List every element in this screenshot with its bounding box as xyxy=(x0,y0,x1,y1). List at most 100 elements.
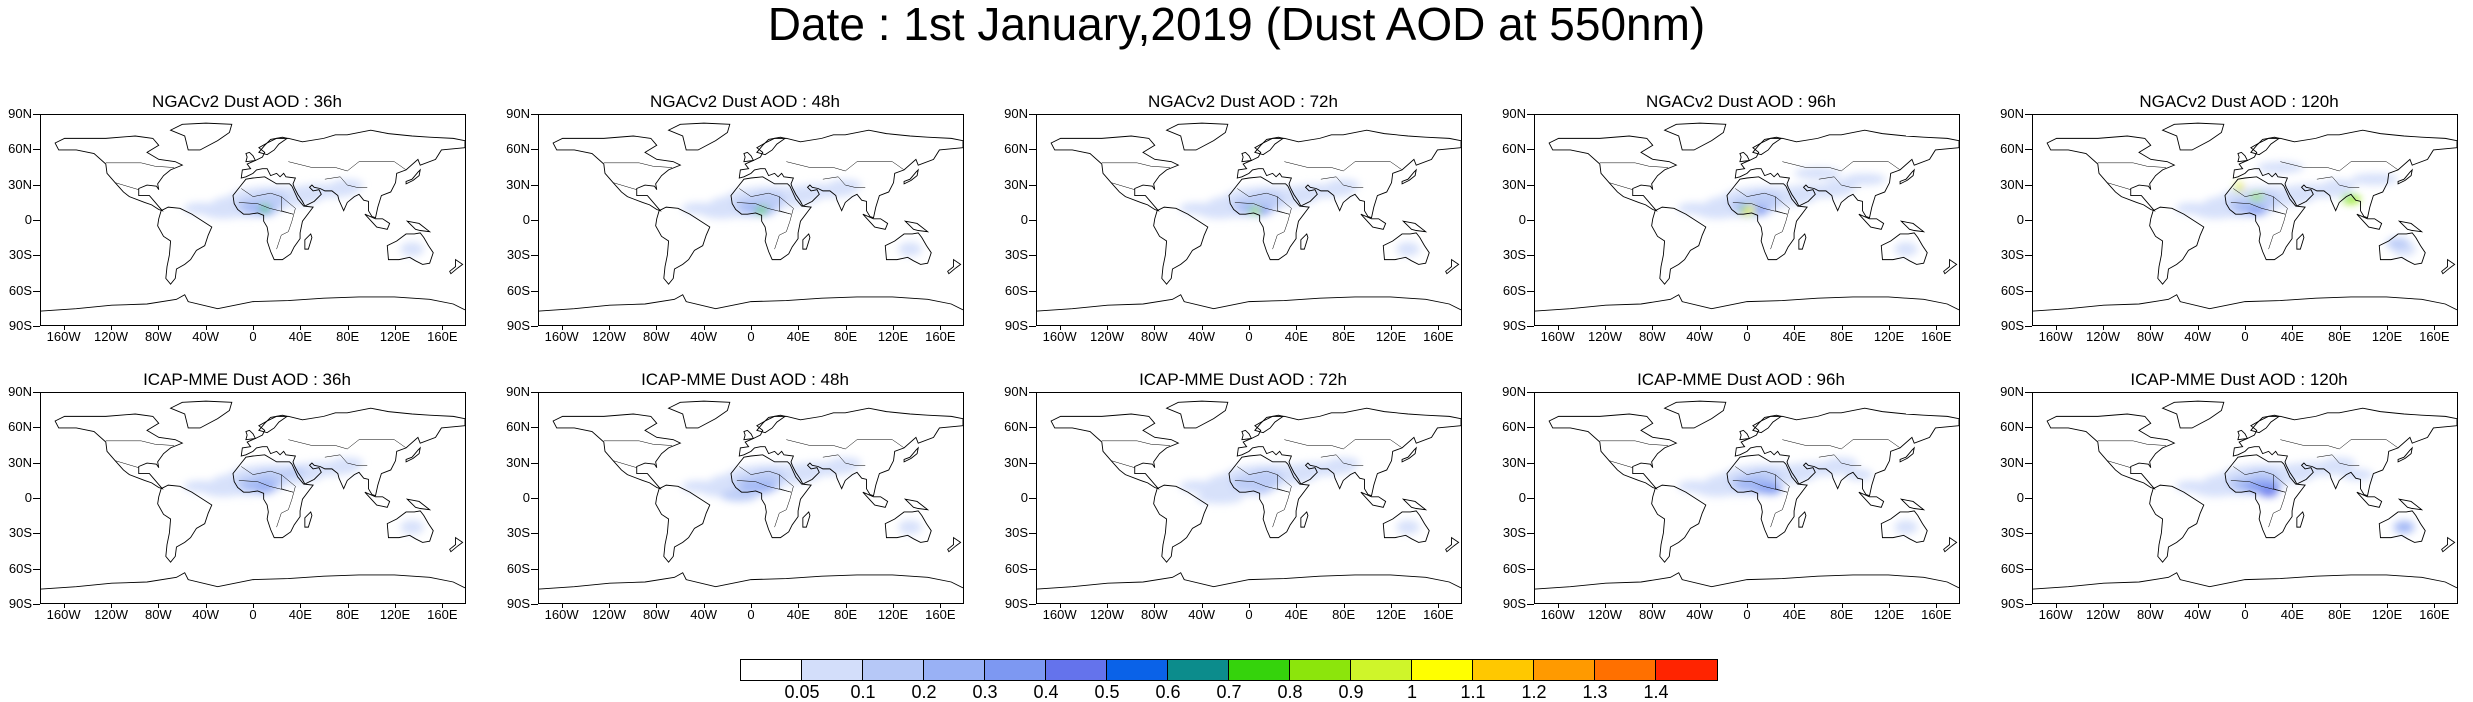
lat-tick xyxy=(1527,604,1534,605)
lat-tick xyxy=(2025,326,2032,327)
lat-tick-label: 30N xyxy=(1004,176,1028,192)
lat-tick xyxy=(1527,462,1534,464)
lon-tick-label: 120E xyxy=(1375,329,1407,344)
panel-title: NGACv2 Dust AOD : 72h xyxy=(1148,92,1338,111)
lon-tick-label: 160E xyxy=(1921,329,1952,344)
lon-tick xyxy=(1154,326,1156,330)
map-frame xyxy=(2032,114,2458,326)
colorbar-swatch xyxy=(1046,660,1107,680)
lon-tick-label: 120W xyxy=(2086,329,2120,344)
lon-tick-label: 0 xyxy=(2241,607,2249,622)
lon-tick xyxy=(1699,604,1701,608)
lon-tick xyxy=(2434,604,2436,608)
lon-tick xyxy=(656,326,658,330)
lon-tick-label: 120E xyxy=(2371,329,2403,344)
lon-tick xyxy=(1059,326,1061,330)
lon-tick xyxy=(1747,326,1748,330)
colorbar-label: 0.8 xyxy=(1277,682,1303,702)
lat-tick-label: 60S xyxy=(2000,282,2024,298)
map-panel: ICAP-MME Dust AOD : 96h 90N 60N 30N 0 30S 60S 9… xyxy=(1494,370,1988,628)
lon-tick xyxy=(845,604,847,608)
lon-tick xyxy=(1747,604,1748,608)
lat-tick xyxy=(1527,290,1534,292)
lon-tick-label: 120W xyxy=(1090,607,1124,622)
lat-tick-label: 60N xyxy=(506,141,530,157)
lat-tick xyxy=(33,255,40,257)
map-frame xyxy=(40,114,466,326)
lat-tick xyxy=(33,114,40,115)
colorbar-label: 0.05 xyxy=(784,682,820,702)
colorbar-label: 0.7 xyxy=(1216,682,1242,702)
lat-tick-label: 30N xyxy=(506,454,530,470)
lon-tick-label: 120E xyxy=(2371,607,2403,622)
lon-tick-label: 80W xyxy=(144,329,172,344)
lon-tick xyxy=(1249,604,1250,608)
lat-tick xyxy=(33,220,40,221)
colorbar-swatch xyxy=(1656,660,1717,680)
colorbar-swatch xyxy=(924,660,985,680)
lat-tick-label: 90S xyxy=(506,596,530,611)
lat-tick-label: 30N xyxy=(1004,454,1028,470)
lat-tick-label: 90N xyxy=(2000,106,2024,121)
lon-tick xyxy=(63,326,65,330)
lon-tick-label: 120E xyxy=(379,329,411,344)
lat-tick-label: 0 xyxy=(2016,212,2024,227)
lat-tick-label: 90N xyxy=(8,384,32,399)
lat-tick xyxy=(1029,184,1036,186)
lat-tick xyxy=(1029,533,1036,535)
lat-tick-label: 0 xyxy=(522,212,530,227)
lon-tick xyxy=(1605,326,1606,330)
lat-tick-label: 0 xyxy=(24,490,32,505)
lat-tick-label: 60N xyxy=(2000,419,2024,435)
lat-tick xyxy=(1527,184,1534,186)
lon-tick-label: 160W xyxy=(46,607,81,622)
lon-tick xyxy=(1936,326,1938,330)
lat-tick-label: 60S xyxy=(1502,560,1526,576)
lat-tick-label: 0 xyxy=(1020,490,1028,505)
lon-tick-label: 40W xyxy=(690,607,718,622)
lat-tick xyxy=(531,498,538,499)
lat-tick xyxy=(33,427,40,429)
lon-tick-label: 40W xyxy=(192,329,220,344)
lon-tick-label: 80E xyxy=(1830,607,1854,622)
lon-tick xyxy=(1296,326,1298,330)
lat-tick xyxy=(33,533,40,535)
lon-tick xyxy=(2150,326,2152,330)
lon-tick xyxy=(1889,326,1890,330)
lat-tick xyxy=(1527,568,1534,570)
lon-tick-label: 0 xyxy=(249,607,257,622)
lat-tick xyxy=(33,568,40,570)
lon-tick xyxy=(893,604,894,608)
lat-tick-label: 90N xyxy=(506,106,530,121)
lat-tick xyxy=(33,184,40,186)
lat-tick xyxy=(1527,255,1534,257)
lat-tick-label: 60N xyxy=(1502,141,1526,157)
lon-tick xyxy=(940,604,942,608)
lon-tick-label: 80E xyxy=(2328,607,2352,622)
panel-title: ICAP-MME Dust AOD : 36h xyxy=(143,370,351,389)
lon-tick-label: 80W xyxy=(642,329,670,344)
lon-tick xyxy=(751,326,752,330)
lon-tick-label: 160W xyxy=(544,607,579,622)
lat-tick xyxy=(2025,149,2032,151)
lon-tick xyxy=(703,326,705,330)
lon-tick-label: 80W xyxy=(1140,607,1168,622)
panel-title: NGACv2 Dust AOD : 96h xyxy=(1646,92,1836,111)
lat-tick-label: 30S xyxy=(1502,525,1526,541)
lon-tick xyxy=(347,326,349,330)
lon-tick xyxy=(561,604,563,608)
lon-tick-label: 0 xyxy=(2241,329,2249,344)
lon-tick-label: 40E xyxy=(288,329,312,344)
lat-tick-label: 90N xyxy=(1502,106,1526,121)
lat-tick xyxy=(531,326,538,327)
colorbar-swatch xyxy=(1229,660,1290,680)
lon-tick xyxy=(205,326,207,330)
lon-tick xyxy=(2245,326,2246,330)
lon-tick xyxy=(1249,326,1250,330)
lat-tick-label: 30S xyxy=(2000,525,2024,541)
lon-tick xyxy=(1201,604,1203,608)
lat-tick-label: 60N xyxy=(1004,141,1028,157)
lat-tick xyxy=(531,184,538,186)
colorbar-label: 0.3 xyxy=(972,682,998,702)
lon-tick-label: 40E xyxy=(2280,329,2304,344)
